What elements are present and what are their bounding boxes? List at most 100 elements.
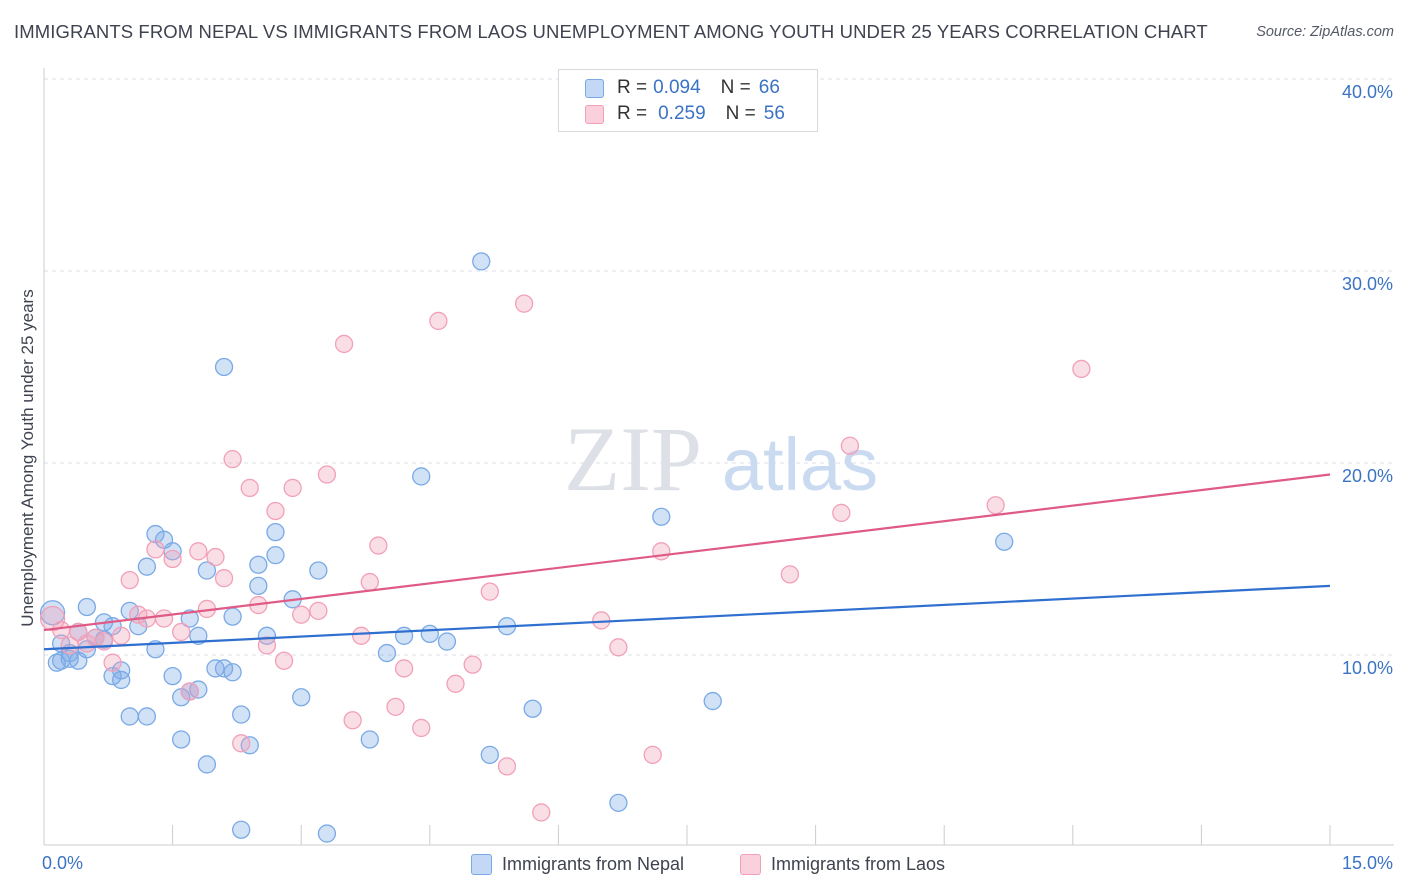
nepal-point <box>437 632 457 651</box>
nepal-point <box>232 820 251 839</box>
laos-point <box>266 501 285 521</box>
laos-point <box>497 757 517 776</box>
nepal-point <box>197 561 217 580</box>
nepal-point <box>652 507 671 526</box>
nepal-point <box>137 707 157 726</box>
laos-point <box>429 311 448 331</box>
nepal-point <box>420 624 439 644</box>
legend-swatch-nepal <box>585 78 604 98</box>
trend-line-laos <box>43 473 1331 632</box>
y-tick-label: 10.0% <box>1342 658 1393 678</box>
laos-point <box>189 542 208 561</box>
laos-point <box>360 572 379 592</box>
series-legend-laos: Immigrants from Laos <box>740 852 945 876</box>
legend-r-value-nepal: 0.094 <box>653 77 701 98</box>
legend-r-label: R = <box>617 103 648 124</box>
laos-point <box>154 609 174 628</box>
nepal-point <box>412 467 431 486</box>
chart-title: IMMIGRANTS FROM NEPAL VS IMMIGRANTS FROM… <box>14 21 1208 42</box>
watermark-atlas: atlas <box>722 423 878 506</box>
legend-n-value-laos: 56 <box>763 103 785 124</box>
laos-point <box>780 565 800 584</box>
legend-swatch-laos <box>585 104 604 124</box>
y-axis-label: Unemployment Among Youth under 25 years <box>18 289 37 627</box>
data-points <box>39 252 1091 843</box>
nepal-point <box>120 707 139 726</box>
legend-n-value-nepal: 66 <box>758 77 780 98</box>
laos-point <box>163 549 182 569</box>
nepal-point <box>112 670 131 690</box>
laos-point <box>352 626 371 645</box>
nepal-point <box>232 705 251 724</box>
laos-point <box>609 638 628 657</box>
laos-point <box>514 294 534 313</box>
legend-r-label: R = <box>617 77 648 98</box>
laos-point <box>840 436 860 455</box>
source-credit: Source: ZipAtlas.com <box>1256 24 1394 40</box>
laos-point <box>283 478 302 498</box>
laos-point <box>103 653 122 672</box>
nepal-point <box>77 597 97 617</box>
laos-point <box>1072 359 1091 379</box>
series-swatch-laos <box>740 853 761 875</box>
y-tick-label: 20.0% <box>1342 466 1393 486</box>
nepal-point <box>249 555 268 574</box>
legend-row-laos: R = 0.259 N = 56 <box>585 103 785 125</box>
x-tick-label-end: 15.0% <box>1342 853 1393 873</box>
laos-point <box>463 655 482 674</box>
laos-point <box>343 711 362 730</box>
nepal-point <box>47 653 67 672</box>
nepal-point <box>249 576 268 596</box>
nepal-point <box>266 522 285 542</box>
nepal-point <box>189 626 208 645</box>
nepal-point <box>995 532 1014 551</box>
series-legend-nepal: Immigrants from Nepal <box>471 852 684 876</box>
x-tick-label-start: 0.0% <box>42 853 83 873</box>
laos-point <box>532 803 551 822</box>
series-swatch-nepal <box>471 853 492 875</box>
laos-point <box>446 674 465 693</box>
laos-point <box>986 496 1005 515</box>
laos-point <box>206 547 225 567</box>
laos-point <box>369 536 388 555</box>
nepal-point <box>309 561 328 580</box>
nepal-point <box>394 626 414 645</box>
watermark-zip: ZIP <box>564 408 702 510</box>
nepal-point <box>180 609 199 628</box>
correlation-legend: R = 0.094 N = 66 R = 0.259 N = 56 <box>558 69 818 132</box>
series-nepal-points <box>39 252 1014 843</box>
laos-point <box>317 465 337 484</box>
series-laos-points <box>39 294 1091 822</box>
watermark: ZIP atlas <box>564 408 878 510</box>
nepal-point <box>377 643 397 663</box>
laos-point <box>480 582 499 601</box>
y-tick-label: 40.0% <box>1342 82 1393 102</box>
laos-point <box>51 620 71 640</box>
axes <box>43 68 1394 846</box>
laos-point <box>274 651 294 670</box>
trend-lines <box>43 473 1331 651</box>
y-tick-label: 30.0% <box>1342 274 1393 294</box>
nepal-point <box>214 357 234 377</box>
laos-point <box>240 478 259 498</box>
nepal-point <box>223 607 242 626</box>
nepal-point <box>214 659 234 678</box>
nepal-point <box>609 793 628 812</box>
laos-point <box>292 605 311 624</box>
nepal-point <box>163 666 182 686</box>
laos-point <box>120 570 139 590</box>
nepal-point <box>266 546 285 565</box>
nepal-point <box>223 663 242 682</box>
laos-point <box>223 450 242 469</box>
nepal-point <box>137 557 157 576</box>
laos-point <box>180 682 199 701</box>
laos-point <box>309 601 328 620</box>
laos-point <box>172 622 191 642</box>
legend-n-label: N = <box>725 103 756 124</box>
nepal-point <box>703 691 722 711</box>
tick-labels: 10.0% 20.0% 30.0% 40.0% 0.0% 15.0% <box>42 82 1393 873</box>
nepal-point <box>292 688 311 707</box>
laos-point <box>643 745 662 764</box>
laos-point <box>832 503 851 523</box>
laos-point <box>394 659 414 678</box>
